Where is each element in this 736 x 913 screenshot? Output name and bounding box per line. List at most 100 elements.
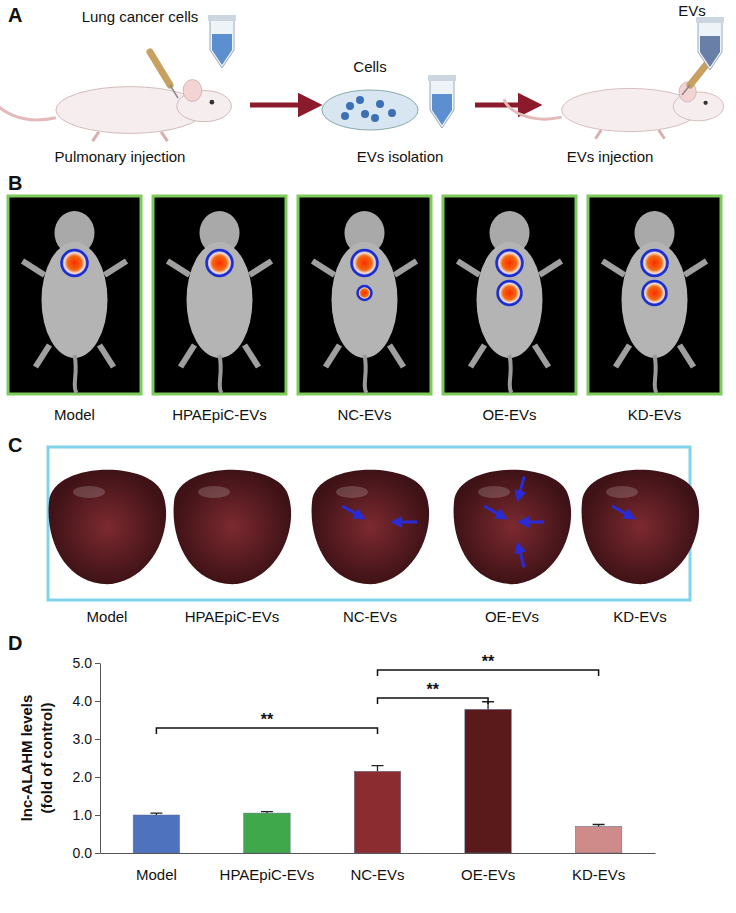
tick-mark <box>95 777 100 778</box>
label: EVs injection <box>567 148 654 165</box>
label: Model <box>87 608 128 625</box>
tick-label: HPAEpiC-EVs <box>220 866 315 883</box>
imaging-frame <box>8 196 141 394</box>
needle <box>170 85 178 98</box>
x-axis: Model HPAEpiC-EVs NC-EVs OE-EVs KD-EVs <box>101 853 656 883</box>
tube-icon <box>208 15 236 68</box>
bar <box>465 709 511 853</box>
tick: HPAEpiC-EVs <box>220 853 315 883</box>
bioluminescence-signal <box>642 250 668 276</box>
label: Cells <box>353 58 386 75</box>
figure: ALung cancer cellsPulmonary injectionCel… <box>0 0 736 913</box>
bioluminescence-signal <box>498 281 522 305</box>
bioluminescence-signal <box>358 286 372 300</box>
tick: 4.0 <box>73 693 100 709</box>
metastasis-arrow <box>395 521 417 524</box>
axis-title: (fold of control) <box>38 703 55 814</box>
mouse-silhouette <box>458 211 562 393</box>
tick-label: OE-EVs <box>461 866 515 883</box>
tick-label: 5.0 <box>73 655 93 671</box>
bioluminescence-signal <box>207 250 233 276</box>
label: OE-EVs <box>482 406 536 423</box>
error-bar <box>150 813 162 815</box>
label: Model <box>54 406 95 423</box>
label: HPAEpiC-EVs <box>185 608 280 625</box>
error-bar <box>593 825 605 827</box>
label: EVs <box>678 2 706 19</box>
axis-title: lnc-ALAHM levels <box>18 695 35 822</box>
panel-d: D 0.0 1.0 2.0 3.0 4.0 5.0 Model HPAEpiC-EVs NC-EV… <box>8 632 656 883</box>
significance-label: ** <box>261 711 274 728</box>
label: Pulmonary injection <box>55 148 186 165</box>
label: Lung cancer cells <box>82 8 199 25</box>
significance-label: ** <box>482 653 495 670</box>
y-axis: 0.0 1.0 2.0 3.0 4.0 5.0 <box>73 655 101 861</box>
mouse-icon <box>0 80 231 142</box>
tick: 3.0 <box>73 731 100 747</box>
metastasis-arrow <box>342 506 361 517</box>
liver-photo <box>174 470 292 584</box>
tick-label: 0.0 <box>73 845 93 861</box>
tick: 1.0 <box>73 807 100 823</box>
mouse-silhouette <box>603 211 707 393</box>
tick-mark <box>95 815 100 816</box>
label: HPAEpiC-EVs <box>172 406 267 423</box>
label: KD-EVs <box>613 608 666 625</box>
label: KD-EVs <box>628 406 681 423</box>
mouse-silhouette <box>168 211 272 393</box>
imaging-frame <box>298 196 431 394</box>
bar <box>354 771 400 853</box>
tube-icon <box>428 75 456 128</box>
tube-icon <box>696 17 724 70</box>
tick-label: 2.0 <box>73 769 93 785</box>
metastasis-arrow <box>522 521 544 524</box>
needle <box>682 85 690 95</box>
significance-label: ** <box>427 681 440 698</box>
syringe <box>150 52 170 85</box>
liver-photo <box>49 470 167 584</box>
mouse-silhouette <box>23 211 127 393</box>
liver-photo <box>312 470 430 584</box>
mouse-silhouette <box>313 211 417 393</box>
metastasis-arrow <box>612 506 631 517</box>
bioluminescence-signal <box>497 250 523 276</box>
tick-label: NC-EVs <box>350 866 404 883</box>
significance-bracket <box>156 728 377 734</box>
metastasis-arrow <box>518 477 524 498</box>
significance-bracket <box>378 670 599 676</box>
error-bar <box>372 766 384 772</box>
error-bar <box>261 812 273 814</box>
bioluminescence-signal <box>643 281 667 305</box>
tick-label: 3.0 <box>73 731 93 747</box>
tick: NC-EVs <box>350 853 404 883</box>
tick: KD-EVs <box>572 853 625 883</box>
tick: 0.0 <box>73 845 100 861</box>
plot-area <box>133 702 622 853</box>
panel-label: B <box>8 172 22 194</box>
imaging-frame <box>443 196 576 394</box>
flow-arrow <box>250 103 310 108</box>
bioluminescence-signal <box>62 250 88 276</box>
bar <box>133 815 179 853</box>
label: EVs isolation <box>357 148 444 165</box>
panel-label: D <box>8 632 22 654</box>
flow-arrow <box>475 103 530 108</box>
bar <box>244 813 290 853</box>
mouse-icon <box>504 82 724 139</box>
metastasis-arrow <box>518 546 524 567</box>
panel-label: C <box>8 434 22 456</box>
significance-bracket <box>378 698 489 704</box>
label: NC-EVs <box>343 608 397 625</box>
label: NC-EVs <box>337 406 391 423</box>
liver-photo <box>582 470 700 584</box>
tick: Model <box>136 853 177 883</box>
liver-photo <box>454 470 572 584</box>
axis-line <box>100 664 101 854</box>
tick-mark <box>95 663 100 664</box>
imaging-frame <box>153 196 286 394</box>
tick: OE-EVs <box>461 853 515 883</box>
panel-c: CModelHPAEpiC-EVsNC-EVsOE-EVsKD-EVs <box>8 434 699 625</box>
bar <box>575 826 621 853</box>
tick-label: 1.0 <box>73 807 93 823</box>
tick-mark <box>95 739 100 740</box>
